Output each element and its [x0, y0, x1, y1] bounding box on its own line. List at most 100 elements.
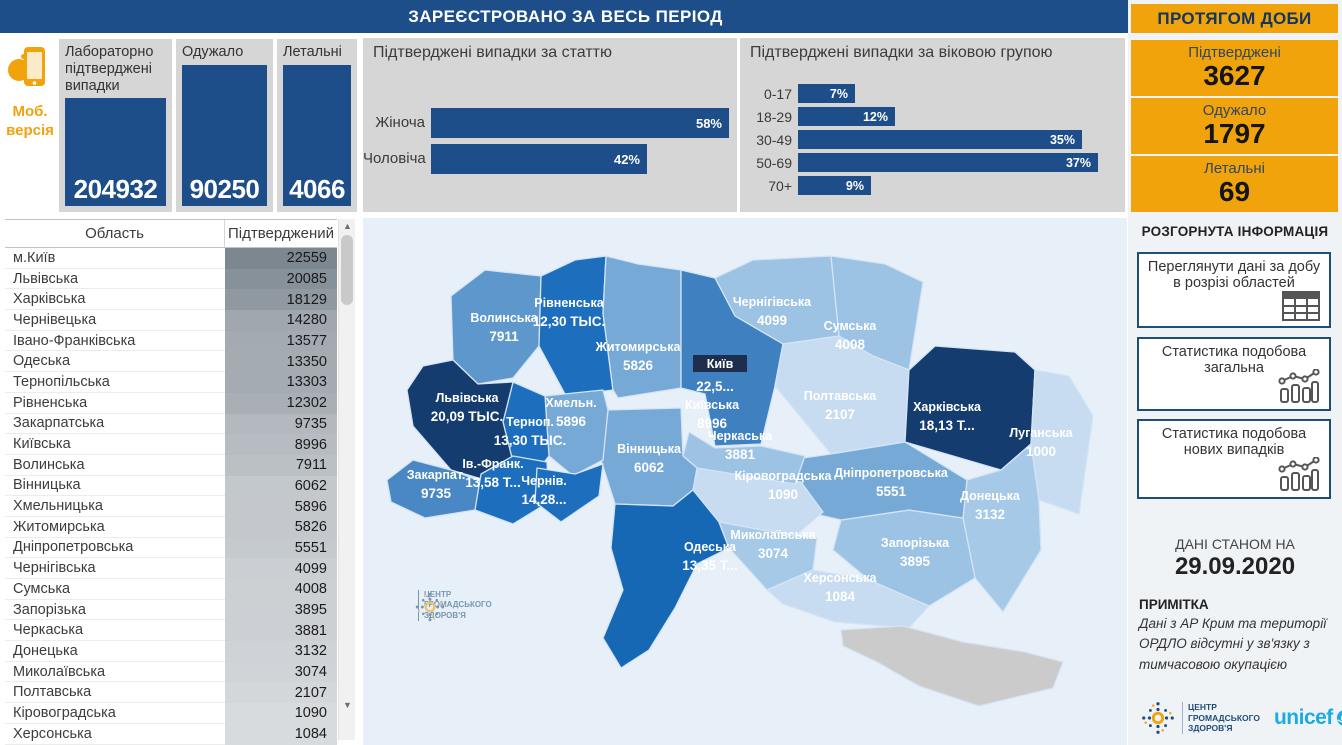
table-row[interactable]: Миколаївська 3074 [5, 661, 337, 683]
map-region-volyn[interactable] [450, 269, 542, 385]
table-cell-region-name[interactable]: Хмельницька [5, 496, 225, 517]
column-header-oblast[interactable]: Область [5, 220, 225, 247]
table-cell-confirmed-value[interactable]: 5826 [225, 516, 337, 538]
table-cell-confirmed-value[interactable]: 6062 [225, 475, 337, 497]
table-row[interactable]: Львівська 20085 [5, 268, 337, 290]
map-region-vinnytsia[interactable] [600, 407, 698, 507]
table-cell-region-name[interactable]: Київська [5, 434, 225, 455]
table-row[interactable]: Херсонська 1084 [5, 723, 337, 745]
table-cell-confirmed-value[interactable]: 7911 [225, 454, 337, 476]
table-cell-confirmed-value[interactable]: 3074 [225, 661, 337, 683]
map-region-kharkiv[interactable] [904, 345, 1036, 471]
table-cell-region-name[interactable]: Волинська [5, 454, 225, 476]
table-cell-region-name[interactable]: Донецька [5, 641, 225, 662]
table-cell-region-name[interactable]: Кіровоградська [5, 703, 225, 724]
table-cell-confirmed-value[interactable]: 1084 [225, 723, 337, 745]
table-cell-region-name[interactable]: Івано-Франківська [5, 330, 225, 352]
table-row[interactable]: Житомирська 5826 [5, 516, 337, 538]
table-cell-region-name[interactable]: Чернівецька [5, 310, 225, 331]
table-row[interactable]: Полтавська 2107 [5, 682, 337, 704]
table-row[interactable]: Закарпатська 9735 [5, 413, 337, 435]
table-row[interactable]: Дніпропетровська 5551 [5, 537, 337, 559]
table-cell-region-name[interactable]: м.Київ [5, 248, 225, 269]
table-cell-confirmed-value[interactable]: 4008 [225, 579, 337, 600]
table-row[interactable]: Запорізька 3895 [5, 599, 337, 621]
table-cell-region-name[interactable]: Чернігівська [5, 558, 225, 579]
table-cell-confirmed-value[interactable]: 8996 [225, 434, 337, 455]
table-row[interactable]: Одеська 13350 [5, 351, 337, 373]
table-cell-confirmed-value[interactable]: 3881 [225, 620, 337, 642]
table-cell-confirmed-value[interactable]: 2107 [225, 682, 337, 704]
gender-bar-male[interactable]: 42% [431, 144, 647, 174]
map-region-rivne[interactable] [538, 255, 614, 397]
map-region-chernivtsi[interactable] [534, 463, 604, 523]
table-cell-confirmed-value[interactable]: 22559 [225, 248, 337, 269]
table-cell-region-name[interactable]: Закарпатська [5, 413, 225, 435]
table-cell-region-name[interactable]: Тернопільська [5, 372, 225, 393]
table-cell-region-name[interactable]: Запорізька [5, 599, 225, 621]
table-cell-confirmed-value[interactable]: 5551 [225, 537, 337, 559]
table-row[interactable]: Харківська 18129 [5, 289, 337, 311]
table-cell-confirmed-value[interactable]: 18129 [225, 289, 337, 311]
map-region-khmelnytskyi[interactable] [544, 389, 609, 477]
table-row[interactable]: Київська 8996 [5, 434, 337, 455]
age-bar-70+[interactable]: 9% [798, 176, 871, 195]
map-region-kherson[interactable] [766, 569, 930, 629]
table-cell-confirmed-value[interactable]: 13303 [225, 372, 337, 393]
scroll-up-arrow-icon[interactable]: ▲ [343, 221, 352, 231]
table-cell-confirmed-value[interactable]: 1090 [225, 703, 337, 724]
button-daily-stats-new-cases[interactable]: Статистика подобова нових випадків [1137, 419, 1331, 499]
table-cell-confirmed-value[interactable]: 3895 [225, 599, 337, 621]
mobile-version-link[interactable]: Моб. версія [2, 44, 58, 141]
age-bar-50-69[interactable]: 37% [798, 153, 1098, 172]
age-bar-30-49[interactable]: 35% [798, 130, 1082, 149]
table-cell-region-name[interactable]: Дніпропетровська [5, 537, 225, 559]
button-daily-by-region[interactable]: Переглянути дані за добу в розрізі облас… [1137, 252, 1331, 328]
table-cell-confirmed-value[interactable]: 4099 [225, 558, 337, 579]
table-row[interactable]: Вінницька 6062 [5, 475, 337, 497]
table-cell-confirmed-value[interactable]: 13577 [225, 330, 337, 352]
map-region-zhytomyr[interactable] [602, 255, 682, 399]
map-region-crimea[interactable] [840, 625, 1064, 707]
table-row[interactable]: Черкаська 3881 [5, 620, 337, 642]
table-scrollbar[interactable]: ▲ ▼ [338, 219, 355, 740]
table-row[interactable]: Рівненська 12302 [5, 392, 337, 414]
table-cell-region-name[interactable]: Сумська [5, 579, 225, 600]
table-cell-confirmed-value[interactable]: 9735 [225, 413, 337, 435]
table-cell-confirmed-value[interactable]: 5896 [225, 496, 337, 517]
table-cell-confirmed-value[interactable]: 14280 [225, 310, 337, 331]
map-region-luhansk[interactable] [1030, 369, 1094, 515]
table-cell-region-name[interactable]: Черкаська [5, 620, 225, 642]
map-region-odesa[interactable] [602, 489, 730, 669]
table-cell-region-name[interactable]: Полтавська [5, 682, 225, 704]
age-bar-18-29[interactable]: 12% [798, 107, 895, 126]
table-row[interactable]: Кіровоградська 1090 [5, 703, 337, 724]
table-row[interactable]: Волинська 7911 [5, 454, 337, 476]
table-row[interactable]: Тернопільська 13303 [5, 372, 337, 393]
table-cell-confirmed-value[interactable]: 12302 [225, 392, 337, 414]
table-cell-confirmed-value[interactable]: 13350 [225, 351, 337, 373]
age-bar-0-17[interactable]: 7% [798, 84, 855, 103]
table-cell-region-name[interactable]: Львівська [5, 268, 225, 290]
table-row[interactable]: Хмельницька 5896 [5, 496, 337, 517]
table-cell-region-name[interactable]: Одеська [5, 351, 225, 373]
map-region-donetsk[interactable] [962, 443, 1042, 613]
table-row[interactable]: Сумська 4008 [5, 579, 337, 600]
kyiv-city-badge[interactable] [693, 355, 747, 372]
table-cell-region-name[interactable]: Херсонська [5, 723, 225, 745]
table-cell-region-name[interactable]: Вінницька [5, 475, 225, 497]
button-daily-stats-general[interactable]: Статистика подобова загальна [1137, 337, 1331, 411]
table-cell-region-name[interactable]: Харківська [5, 289, 225, 311]
scroll-down-arrow-icon[interactable]: ▼ [343, 700, 352, 710]
gender-bar-female[interactable]: 58% [431, 108, 729, 138]
scrollbar-thumb[interactable] [341, 235, 353, 305]
table-cell-region-name[interactable]: Миколаївська [5, 661, 225, 683]
table-row[interactable]: м.Київ 22559 [5, 248, 337, 269]
column-header-confirmed[interactable]: Підтверджений [227, 225, 335, 242]
table-cell-region-name[interactable]: Рівненська [5, 392, 225, 414]
table-row[interactable]: Донецька 3132 [5, 641, 337, 662]
table-cell-region-name[interactable]: Житомирська [5, 516, 225, 538]
table-row[interactable]: Чернігівська 4099 [5, 558, 337, 579]
table-row[interactable]: Івано-Франківська 13577 [5, 330, 337, 352]
table-cell-confirmed-value[interactable]: 20085 [225, 268, 337, 290]
